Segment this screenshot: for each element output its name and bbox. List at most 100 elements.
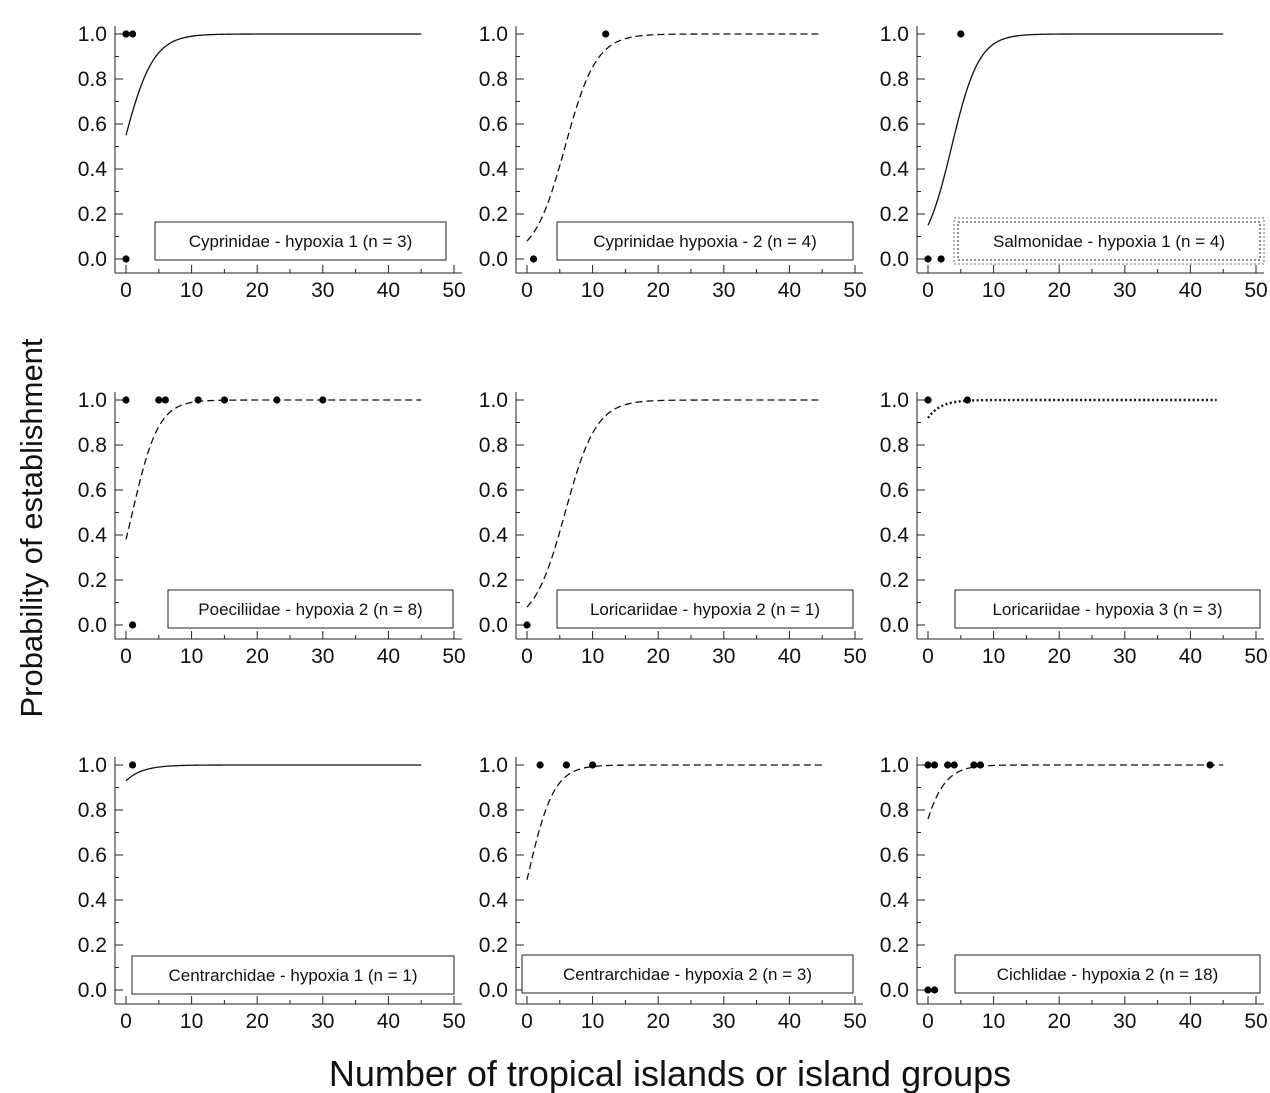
- y-tick-label: 1.0: [78, 389, 107, 412]
- y-tick-label: 0.4: [78, 158, 108, 181]
- y-tick-label: 0.4: [880, 158, 910, 181]
- y-tick-label: 0.4: [880, 524, 910, 547]
- x-tick-label: 0: [120, 645, 132, 668]
- x-tick-label: 50: [442, 279, 465, 302]
- y-tick-label: 0.0: [479, 614, 508, 637]
- panel-4: 0.0 0.2 0.4 0.6 0.8 1.0 0 10 20 30 40 50 Poeciliidae…: [78, 389, 466, 668]
- y-tick-label: 0.0: [78, 979, 107, 1002]
- y-tick-label: 0.6: [880, 113, 909, 136]
- x-tick-label: 40: [377, 1010, 400, 1033]
- y-tick-label: 0.6: [78, 844, 107, 867]
- data-point: [220, 396, 228, 404]
- fit-curve: [526, 399, 823, 608]
- x-tick-label: 40: [778, 279, 801, 302]
- y-tick-label: 0.2: [479, 203, 508, 226]
- x-tick-label: 40: [1179, 1010, 1202, 1033]
- data-point: [944, 761, 952, 769]
- data-point: [128, 761, 137, 769]
- y-tick-label: 0.6: [880, 844, 909, 867]
- data-point: [924, 761, 932, 769]
- legend-label: Centrarchidae - hypoxia 2 (n = 3): [563, 965, 812, 984]
- panel-1: 0.0 0.2 0.4 0.6 0.8 1.0 0 10 20 30 40 50 Cyprinidae …: [78, 23, 466, 302]
- y-tick-label: 0.0: [78, 614, 107, 637]
- x-tick-label: 50: [1244, 279, 1267, 302]
- data-point: [1206, 761, 1214, 769]
- legend-label: Loricariidae - hypoxia 3 (n = 3): [992, 600, 1222, 619]
- y-tick-label: 0.8: [880, 68, 909, 91]
- y-tick-label: 0.8: [78, 799, 107, 822]
- y-tick-label: 0.8: [78, 68, 107, 91]
- x-tick-label: 40: [1179, 279, 1202, 302]
- x-tick-label: 0: [922, 1010, 934, 1033]
- y-tick-label: 0.4: [880, 889, 910, 912]
- y-tick-label: 0.8: [479, 434, 508, 457]
- data-point: [930, 986, 939, 994]
- data-point: [523, 621, 531, 629]
- data-point: [122, 30, 130, 38]
- legend-frame: [953, 217, 1265, 265]
- data-point: [562, 761, 570, 769]
- legend-label: Centrarchidae - hypoxia 1 (n = 1): [169, 966, 418, 985]
- y-tick-label: 0.6: [479, 113, 508, 136]
- data-point: [963, 396, 971, 404]
- legend-label: Salmonidae - hypoxia 1 (n = 4): [993, 232, 1225, 251]
- panel-6: 0.0 0.2 0.4 0.6 0.8 1.0 0 10 20 30 40 50 Loricariida…: [880, 389, 1268, 668]
- data-point: [970, 761, 978, 769]
- x-tick-label: 10: [982, 1010, 1005, 1033]
- data-point: [319, 396, 327, 404]
- y-tick-label: 0.8: [479, 799, 508, 822]
- y-tick-label: 1.0: [479, 23, 508, 46]
- x-axis-title: Number of tropical islands or island gro…: [329, 1053, 1011, 1093]
- panel-3: 0.0 0.2 0.4 0.6 0.8 1.0 0 10 20 30 40 50 Salmonidae …: [880, 23, 1268, 302]
- y-tick-label: 0.6: [479, 479, 508, 502]
- x-tick-label: 10: [982, 645, 1005, 668]
- y-tick-label: 0.2: [880, 934, 909, 957]
- legend-label: Cyprinidae hypoxia - 2 (n = 4): [593, 232, 816, 251]
- y-tick-label: 0.8: [78, 434, 107, 457]
- x-tick-label: 30: [712, 1010, 735, 1033]
- x-tick-label: 40: [1179, 645, 1202, 668]
- legend-label: Loricariidae - hypoxia 2 (n = 1): [590, 600, 820, 619]
- x-tick-label: 10: [581, 645, 604, 668]
- legend-box: [556, 221, 854, 261]
- panel-7: 0.0 0.2 0.4 0.6 0.8 1.0 0 10 20 30 40 50 Centrarchid…: [78, 754, 466, 1033]
- x-tick-label: 20: [647, 279, 670, 302]
- data-point: [122, 255, 130, 263]
- x-tick-label: 10: [180, 279, 203, 302]
- y-tick-label: 1.0: [479, 754, 508, 777]
- x-tick-label: 10: [180, 1010, 203, 1033]
- x-tick-label: 50: [442, 1010, 465, 1033]
- y-tick-label: 0.2: [78, 569, 107, 592]
- legend-box: [154, 221, 447, 261]
- y-tick-label: 1.0: [479, 389, 508, 412]
- y-tick-label: 1.0: [78, 23, 107, 46]
- x-tick-label: 30: [712, 645, 735, 668]
- y-tick-label: 0.6: [78, 113, 107, 136]
- data-point: [924, 986, 932, 994]
- y-tick-label: 0.8: [880, 799, 909, 822]
- x-tick-label: 30: [1113, 279, 1136, 302]
- x-tick-label: 20: [246, 279, 269, 302]
- x-tick-label: 0: [521, 1010, 533, 1033]
- panel-8: 0.0 0.2 0.4 0.6 0.8 1.0 0 10 20 30 40 50 Centrarchid…: [479, 754, 867, 1033]
- y-tick-label: 0.4: [78, 524, 108, 547]
- x-tick-label: 30: [1113, 645, 1136, 668]
- legend-box: [957, 221, 1261, 261]
- fit-curve: [125, 764, 422, 782]
- y-tick-label: 1.0: [880, 754, 909, 777]
- x-tick-label: 20: [1048, 279, 1071, 302]
- data-point: [924, 255, 932, 263]
- x-tick-label: 10: [581, 1010, 604, 1033]
- x-tick-label: 10: [180, 645, 203, 668]
- y-tick-label: 1.0: [78, 754, 107, 777]
- legend-label: Cyprinidae - hypoxia 1 (n = 3): [189, 232, 412, 251]
- x-tick-label: 0: [521, 279, 533, 302]
- x-tick-label: 20: [647, 1010, 670, 1033]
- x-tick-label: 0: [120, 279, 132, 302]
- y-tick-label: 0.0: [78, 248, 107, 271]
- y-tick-label: 0.4: [479, 524, 509, 547]
- x-tick-label: 50: [843, 645, 866, 668]
- legend-box: [954, 589, 1261, 629]
- y-tick-label: 0.2: [479, 569, 508, 592]
